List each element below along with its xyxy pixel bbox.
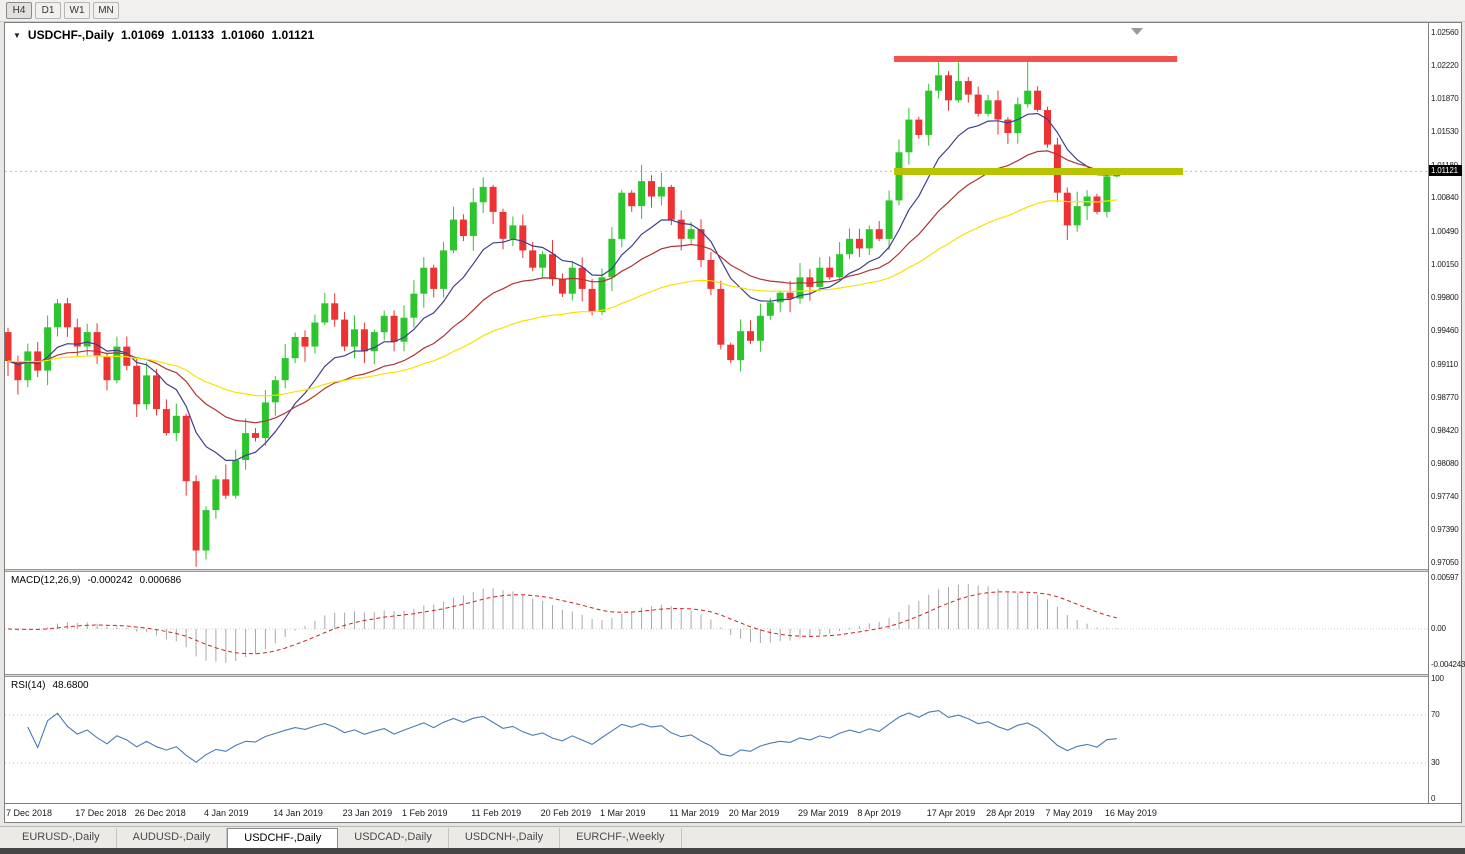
- date-axis-label: 17 Dec 2018: [75, 808, 127, 818]
- macd-name: MACD(12,26,9): [11, 575, 81, 586]
- timeframe-buttons: H4 D1 W1 MN: [6, 2, 119, 19]
- rsi-name: RSI(14): [11, 680, 46, 691]
- window-bottom-edge: [0, 848, 1465, 854]
- price-axis-label: 0.99460: [1431, 326, 1459, 336]
- price-axis-label: 0.98080: [1431, 458, 1459, 468]
- tab-usdcnh[interactable]: USDCNH-,Daily: [449, 828, 561, 848]
- tab-audusd[interactable]: AUDUSD-,Daily: [117, 828, 228, 848]
- macd-label: MACD(12,26,9) -0.000242 0.000686: [11, 575, 181, 586]
- date-axis-label: 8 Apr 2019: [857, 808, 901, 818]
- price-axis-label: 0.98770: [1431, 392, 1459, 402]
- macd-axis-label: 0.00597: [1431, 572, 1459, 582]
- price-axis-label: 0.97390: [1431, 525, 1459, 535]
- timeframe-button-w1[interactable]: W1: [64, 2, 90, 19]
- date-axis-label: 16 May 2019: [1104, 808, 1157, 818]
- rsi-canvas[interactable]: [5, 677, 1428, 803]
- pane-separator[interactable]: [5, 674, 1461, 677]
- quote-low: 1.01060: [221, 28, 265, 42]
- date-axis-label: 20 Mar 2019: [728, 808, 780, 818]
- date-axis-label: 7 Dec 2018: [6, 808, 53, 818]
- rsi-line: [27, 710, 1117, 763]
- macd-canvas[interactable]: [5, 572, 1428, 674]
- price-axis[interactable]: 1.02560 1.02220 1.01870 1.01530 1.01180 1.008…: [1428, 23, 1465, 803]
- date-axis-label: 28 Apr 2019: [986, 808, 1035, 818]
- price-axis-label: 0.97050: [1431, 558, 1459, 567]
- date-axis-label: 1 Mar 2019: [600, 808, 646, 818]
- rsi-value: 48.6800: [52, 680, 89, 691]
- date-axis-label: 1 Feb 2019: [402, 808, 448, 818]
- date-axis-label: 11 Mar 2019: [669, 808, 720, 818]
- timeframe-button-d1[interactable]: D1: [35, 2, 61, 19]
- date-axis[interactable]: 7 Dec 2018 17 Dec 2018 26 Dec 2018 4 Jan 20…: [5, 803, 1461, 822]
- tab-eurchf[interactable]: EURCHF-,Weekly: [560, 828, 682, 848]
- price-axis-label: 0.98420: [1431, 426, 1459, 436]
- price-axis-label: 0.99110: [1431, 359, 1458, 369]
- price-axis-label: 1.00150: [1431, 259, 1459, 269]
- price-axis-label: 1.01870: [1431, 94, 1459, 104]
- chart-title: ▼ USDCHF-,Daily 1.01069 1.01133 1.01060 …: [13, 28, 314, 42]
- date-axis-label: 17 Apr 2019: [926, 808, 976, 818]
- macd-signal-value: 0.000686: [139, 575, 182, 586]
- tab-eurusd[interactable]: EURUSD-,Daily: [6, 828, 117, 848]
- tab-usdcad[interactable]: USDCAD-,Daily: [338, 828, 449, 848]
- price-axis-label: 1.02560: [1431, 28, 1459, 37]
- quote-close: 1.01121: [271, 28, 315, 42]
- current-price-badge: 1.01121: [1429, 165, 1462, 177]
- chart-tab-bar: EURUSD-,Daily AUDUSD-,Daily USDCHF-,Daily U…: [0, 826, 1465, 848]
- chart-dropdown-icon[interactable]: ▼: [13, 30, 21, 40]
- ma-medium-line: [7, 150, 1117, 424]
- macd-axis-label: -0.004243: [1431, 660, 1465, 670]
- date-axis-label: 23 Jan 2019: [342, 808, 393, 818]
- price-axis-label: 1.01180: [1431, 161, 1458, 170]
- date-axis-label: 20 Feb 2019: [540, 808, 592, 818]
- date-axis-label: 7 May 2019: [1045, 808, 1093, 818]
- rsi-label: RSI(14) 48.6800: [11, 680, 89, 691]
- timeframe-toolbar: H4 D1 W1 MN: [0, 0, 1465, 22]
- price-axis-label: 1.00490: [1431, 227, 1459, 237]
- price-axis-label: 1.00840: [1431, 193, 1459, 203]
- quote-high: 1.01133: [171, 28, 215, 42]
- shift-marker-icon: [1131, 28, 1143, 35]
- macd-signal-line: [7, 591, 1117, 655]
- chart-symbol-label: USDCHF-,Daily: [27, 28, 114, 42]
- macd-axis-label: 0.00: [1431, 624, 1446, 633]
- timeframe-button-h4[interactable]: H4: [6, 2, 32, 19]
- date-axis-label: 11 Feb 2019: [471, 808, 522, 818]
- macd-main-value: -0.000242: [87, 575, 133, 586]
- quote-open: 1.01069: [120, 28, 165, 42]
- price-axis-label: 0.97740: [1431, 491, 1459, 501]
- tab-list: EURUSD-,Daily AUDUSD-,Daily USDCHF-,Daily U…: [6, 828, 682, 848]
- chart-window: ▼ USDCHF-,Daily 1.01069 1.01133 1.01060 …: [4, 22, 1465, 823]
- price-axis-label: 1.01530: [1431, 127, 1459, 137]
- date-axis-label: 14 Jan 2019: [273, 808, 323, 818]
- price-axis-label: 0.99800: [1431, 293, 1459, 303]
- rsi-axis-label: 0: [1431, 794, 1436, 803]
- rsi-axis-label: 100: [1431, 674, 1444, 683]
- main-chart-canvas[interactable]: [5, 23, 1428, 569]
- date-axis-label: 29 Mar 2019: [798, 808, 849, 818]
- price-axis-label: 1.02220: [1431, 60, 1459, 70]
- timeframe-button-mn[interactable]: MN: [93, 2, 119, 19]
- ma-slow-line: [7, 199, 1117, 397]
- rsi-axis-label: 30: [1431, 758, 1440, 767]
- date-axis-label: 4 Jan 2019: [204, 808, 249, 818]
- date-axis-label: 26 Dec 2018: [134, 808, 186, 818]
- rsi-axis-label: 70: [1431, 710, 1440, 719]
- pane-separator[interactable]: [5, 569, 1461, 572]
- tab-usdchf[interactable]: USDCHF-,Daily: [227, 828, 339, 848]
